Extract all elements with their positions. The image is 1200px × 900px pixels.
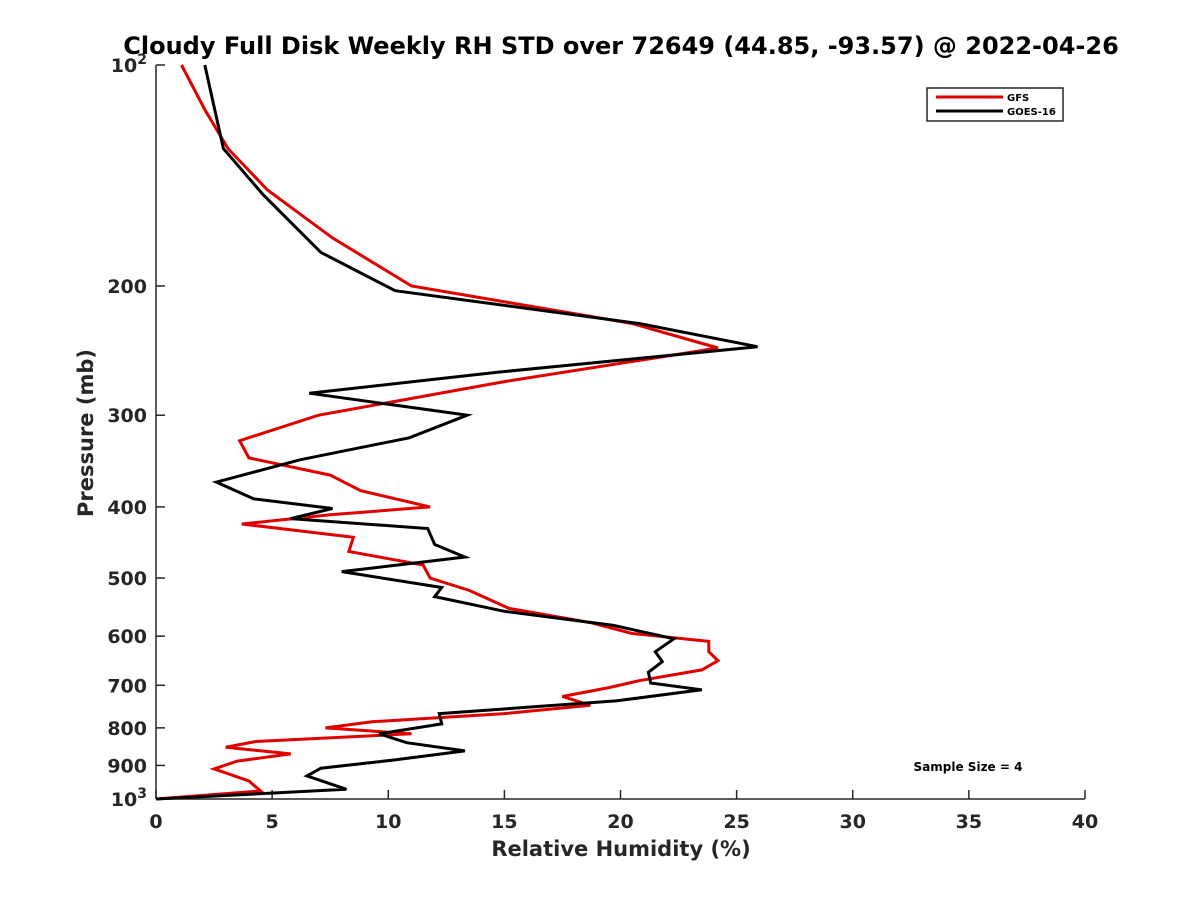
x-tick-label: 30 (840, 811, 866, 833)
x-axis-label: Relative Humidity (%) (491, 837, 750, 861)
x-tick-label: 0 (149, 811, 162, 833)
x-tick-label: 5 (266, 811, 279, 833)
legend-label: GOES-16 (1007, 107, 1056, 118)
x-tick-label: 20 (607, 811, 633, 833)
y-tick-label: 200 (107, 276, 147, 298)
series-line-gfs (155, 64, 721, 801)
y-tick-label: 800 (107, 718, 147, 740)
y-tick-label: 400 (107, 497, 147, 519)
legend: GFS GOES-16 (926, 87, 1064, 122)
y-tick-label: 500 (107, 568, 147, 590)
x-tick-label: 40 (1072, 811, 1098, 833)
y-axis-label: Pressure (mb) (74, 349, 98, 517)
chart-title: Cloudy Full Disk Weekly RH STD over 7264… (123, 32, 1119, 60)
sample-size-annotation: Sample Size = 4 (914, 760, 1023, 774)
y-tick-label: 103 (111, 786, 147, 811)
y-tick-label: 700 (107, 675, 147, 697)
y-tick-label: 102 (111, 52, 147, 77)
x-tick-label: 35 (956, 811, 982, 833)
axes: 0 5 10 15 20 25 30 35 40 102 200 300 400 500 600 700 800… (107, 52, 1098, 833)
y-tick-label: 300 (107, 405, 147, 427)
plot-lines (155, 64, 758, 801)
x-tick-label: 10 (375, 811, 401, 833)
legend-box (926, 87, 1064, 122)
x-tick-label: 15 (491, 811, 517, 833)
x-tick-label: 25 (723, 811, 749, 833)
series-line-goes-16 (155, 64, 758, 801)
y-tick-label: 900 (107, 755, 147, 777)
legend-label: GFS (1007, 93, 1029, 104)
y-tick-label: 600 (107, 626, 147, 648)
